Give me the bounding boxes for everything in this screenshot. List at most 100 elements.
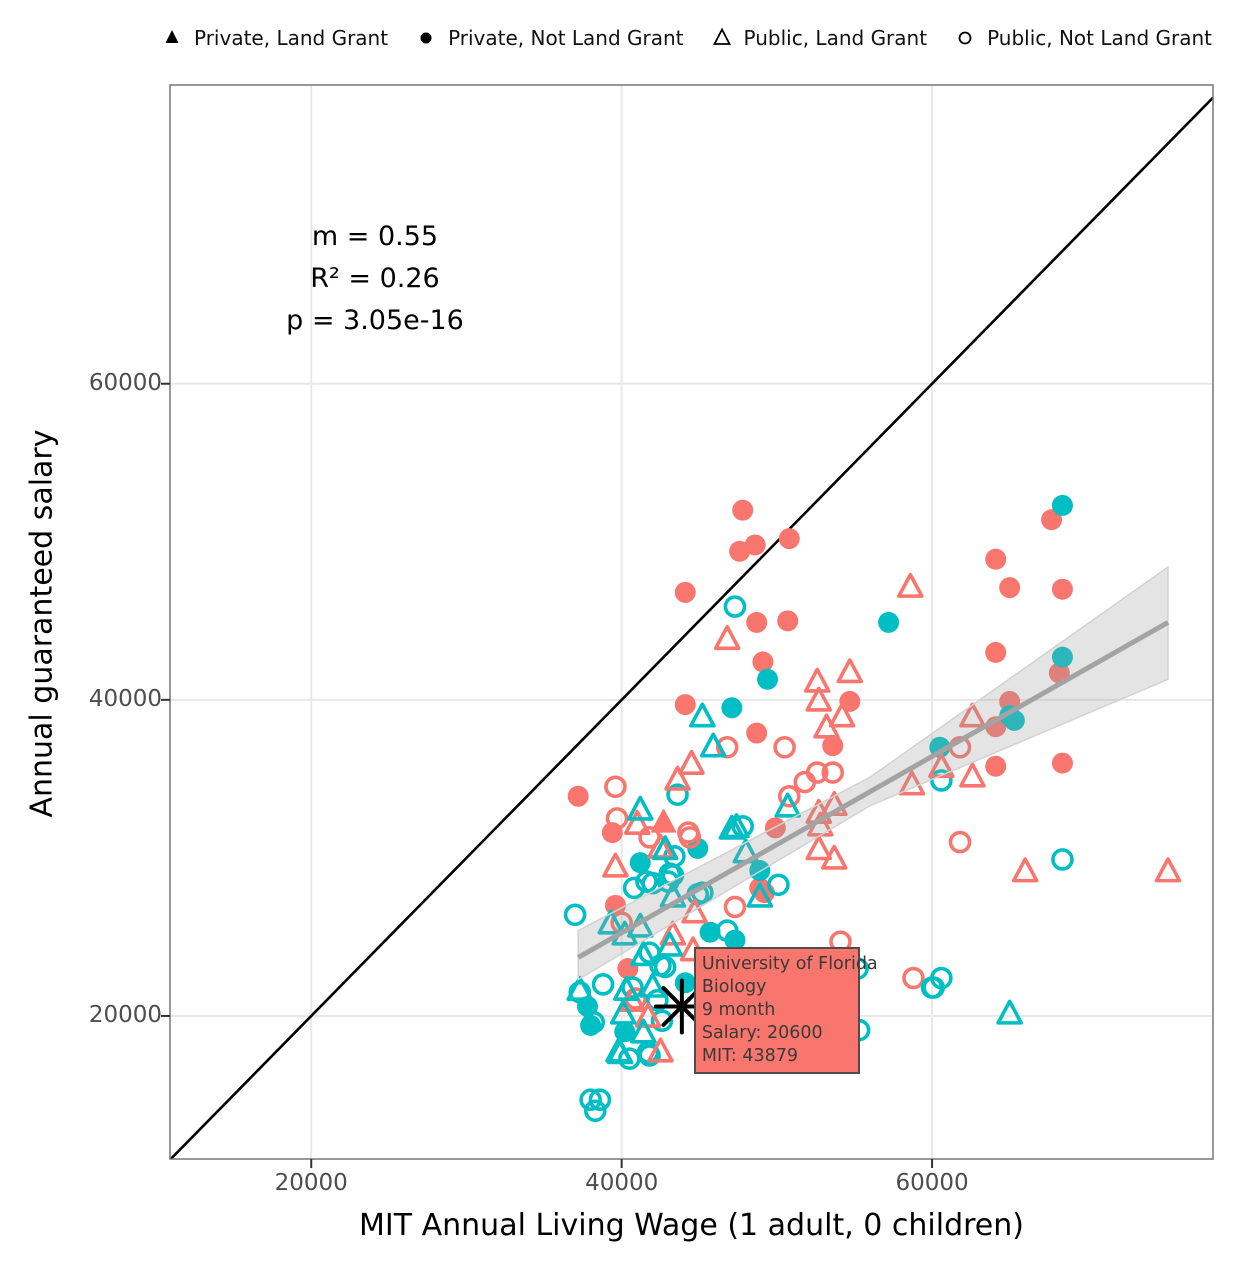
data-point[interactable] <box>597 909 625 935</box>
data-point[interactable] <box>609 999 637 1025</box>
data-point[interactable] <box>724 929 746 951</box>
data-point[interactable] <box>752 651 774 673</box>
data-point[interactable] <box>928 753 955 779</box>
data-point[interactable] <box>588 1088 612 1112</box>
data-point[interactable] <box>605 807 629 830</box>
data-point[interactable] <box>822 735 844 757</box>
data-point[interactable] <box>656 931 684 957</box>
data-point[interactable] <box>1051 494 1073 516</box>
data-point[interactable] <box>614 1021 636 1043</box>
data-point[interactable] <box>699 732 727 758</box>
data-point[interactable] <box>777 610 799 632</box>
data-point[interactable] <box>650 1009 674 1032</box>
data-point[interactable] <box>1051 752 1073 774</box>
data-point[interactable] <box>687 837 709 859</box>
data-point[interactable] <box>715 919 739 942</box>
data-point[interactable] <box>651 835 679 861</box>
data-point[interactable] <box>930 769 953 792</box>
legend-item-private-not-land-grant[interactable]: Private, Not Land Grant <box>414 26 684 50</box>
data-point[interactable] <box>604 775 627 799</box>
legend-item-private-land-grant[interactable]: Private, Land Grant <box>160 26 388 50</box>
data-point[interactable] <box>626 795 654 821</box>
data-point[interactable] <box>767 873 790 897</box>
data-point[interactable] <box>613 975 640 1001</box>
data-point[interactable] <box>623 809 651 836</box>
data-point[interactable] <box>1051 646 1073 668</box>
data-point[interactable] <box>746 611 768 633</box>
data-point[interactable] <box>664 765 691 791</box>
data-point[interactable] <box>674 972 696 994</box>
data-point[interactable] <box>898 770 926 796</box>
data-point[interactable] <box>651 809 677 833</box>
data-point[interactable] <box>922 976 945 999</box>
data-point[interactable] <box>897 572 924 598</box>
data-point[interactable] <box>778 528 800 550</box>
data-point[interactable] <box>805 835 833 861</box>
data-point[interactable] <box>1048 662 1070 684</box>
data-point[interactable] <box>803 667 831 693</box>
data-point[interactable] <box>985 641 1007 663</box>
data-point[interactable] <box>777 784 801 808</box>
data-point[interactable] <box>689 702 716 728</box>
data-point[interactable] <box>566 975 594 1001</box>
data-point[interactable] <box>821 761 845 784</box>
data-point[interactable] <box>646 988 669 1012</box>
data-point[interactable] <box>659 920 687 946</box>
data-point[interactable] <box>1041 509 1063 531</box>
data-point[interactable] <box>582 1010 606 1034</box>
data-point[interactable] <box>1011 857 1039 883</box>
data-point[interactable] <box>985 548 1007 570</box>
data-point[interactable] <box>583 1099 607 1123</box>
data-point[interactable] <box>1154 857 1182 883</box>
legend-item-public-land-grant[interactable]: Public, Land Grant <box>710 26 927 50</box>
data-point[interactable] <box>715 735 739 759</box>
data-point[interactable] <box>606 1039 634 1065</box>
data-point[interactable] <box>721 697 743 719</box>
data-point[interactable] <box>674 581 696 603</box>
data-point[interactable] <box>639 972 666 998</box>
data-point[interactable] <box>744 534 766 556</box>
data-point[interactable] <box>681 898 708 924</box>
data-point[interactable] <box>678 749 705 775</box>
data-point[interactable] <box>1051 578 1073 600</box>
data-point[interactable] <box>674 694 696 716</box>
data-point[interactable] <box>828 702 856 728</box>
data-point[interactable] <box>666 783 689 806</box>
data-point[interactable] <box>563 903 587 927</box>
data-point[interactable] <box>746 722 768 744</box>
data-point[interactable] <box>996 999 1023 1025</box>
data-point[interactable] <box>985 755 1007 777</box>
data-point[interactable] <box>1051 848 1074 871</box>
data-point[interactable] <box>757 668 779 690</box>
data-point[interactable] <box>629 852 651 874</box>
data-point[interactable] <box>723 895 747 919</box>
data-point[interactable] <box>999 577 1021 599</box>
data-point[interactable] <box>746 882 774 908</box>
data-point[interactable] <box>567 785 589 807</box>
data-point[interactable] <box>813 713 840 739</box>
data-point[interactable] <box>878 611 900 633</box>
data-point[interactable] <box>732 499 754 521</box>
data-point[interactable] <box>959 702 986 728</box>
data-point[interactable] <box>630 1018 657 1044</box>
data-point[interactable] <box>805 686 833 712</box>
data-point[interactable] <box>774 792 802 818</box>
data-point[interactable] <box>836 658 864 684</box>
data-point[interactable] <box>602 852 629 878</box>
data-point[interactable] <box>630 941 657 967</box>
data-point[interactable] <box>902 966 925 990</box>
data-point[interactable] <box>959 762 986 788</box>
data-point[interactable] <box>647 1037 674 1063</box>
data-point[interactable] <box>723 595 747 618</box>
data-point[interactable] <box>653 955 677 979</box>
data-point[interactable] <box>948 830 972 854</box>
data-point[interactable] <box>678 826 702 849</box>
data-point[interactable] <box>591 973 615 996</box>
data-point[interactable] <box>805 761 829 784</box>
data-point[interactable] <box>713 624 741 651</box>
data-point[interactable] <box>773 735 796 759</box>
data-point[interactable] <box>699 921 721 943</box>
data-point[interactable] <box>820 844 848 870</box>
data-point[interactable] <box>579 1088 602 1112</box>
legend-item-public-not-land-grant[interactable]: Public, Not Land Grant <box>953 26 1212 50</box>
